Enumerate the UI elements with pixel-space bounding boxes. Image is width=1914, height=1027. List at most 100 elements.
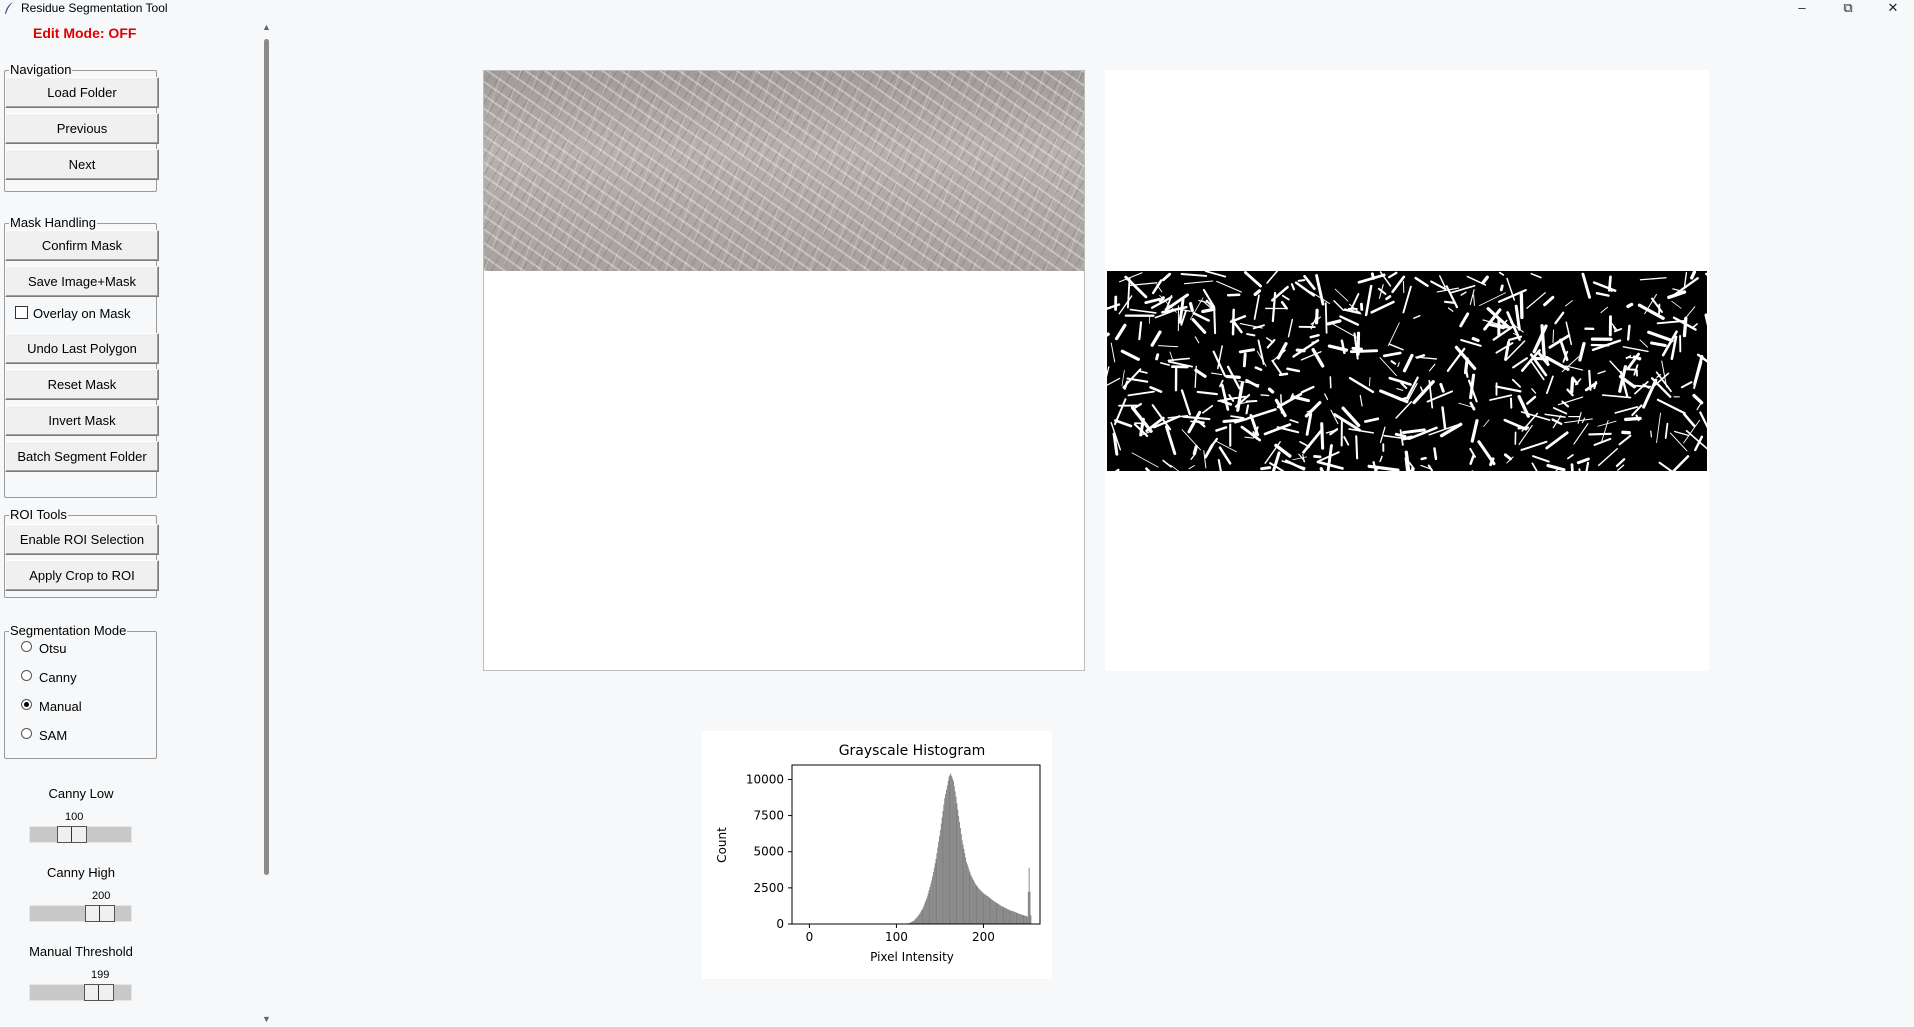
canny-low-slider-thumb[interactable]: [57, 826, 87, 843]
histogram-bar: [980, 891, 982, 924]
histogram-chart: Grayscale Histogram Pixel Intensity Coun…: [715, 743, 1041, 964]
mask-handling-group-title: Mask Handling: [9, 215, 97, 231]
histogram-bar: [1006, 908, 1008, 924]
histogram-bar: [992, 900, 994, 924]
histogram-bar: [1000, 905, 1002, 924]
canny-low-slider[interactable]: [29, 826, 132, 843]
confirm-mask-button[interactable]: Confirm Mask: [5, 230, 159, 261]
histogram-bar: [941, 817, 943, 924]
canny-high-slider-thumb[interactable]: [85, 905, 115, 922]
radio-button-selected-icon[interactable]: [21, 699, 32, 710]
histogram-bar: [984, 894, 986, 924]
radio-button-icon[interactable]: [21, 670, 32, 681]
x-tick-label: 100: [885, 930, 908, 944]
histogram-bar: [1003, 907, 1005, 924]
histogram-bar: [981, 891, 983, 924]
manual-threshold-slider[interactable]: [29, 984, 132, 1001]
segmentation-mode-group-title: Segmentation Mode: [9, 623, 128, 639]
y-axis-label: Count: [715, 827, 729, 863]
radio-otsu[interactable]: Otsu: [21, 641, 66, 656]
histogram-bar: [999, 905, 1001, 924]
y-tick-label: 0: [776, 917, 784, 931]
histogram-bar: [932, 871, 934, 924]
histogram-bar: [1017, 913, 1019, 924]
invert-mask-button[interactable]: Invert Mask: [5, 405, 159, 436]
radio-manual[interactable]: Manual: [21, 699, 82, 714]
radio-canny[interactable]: Canny: [21, 670, 77, 685]
apply-crop-to-roi-button[interactable]: Apply Crop to ROI: [5, 560, 159, 591]
histogram-bar: [1009, 910, 1011, 924]
histogram-bar: [1004, 907, 1006, 924]
histogram-bar: [948, 776, 950, 924]
histogram-bar: [1024, 915, 1026, 924]
previous-button[interactable]: Previous: [5, 113, 159, 144]
histogram-bar: [1002, 906, 1004, 924]
next-button[interactable]: Next: [5, 149, 159, 180]
histogram-bar: [929, 886, 931, 924]
histogram-bar: [1006, 908, 1007, 924]
y-tick-label: 5000: [753, 845, 784, 859]
histogram-bar: [964, 853, 966, 924]
histogram-bar: [910, 922, 912, 924]
close-icon[interactable]: ✕: [1887, 0, 1899, 15]
navigation-group: Navigation Load Folder Previous Next: [4, 62, 159, 192]
batch-segment-folder-button[interactable]: Batch Segment Folder: [5, 441, 159, 472]
histogram-bar: [938, 841, 940, 924]
mask-canvas[interactable]: [1105, 70, 1709, 671]
radio-otsu-label: Otsu: [39, 641, 67, 656]
histogram-bar: [982, 892, 984, 924]
histogram-bar: [977, 886, 979, 924]
overlay-on-mask-checkbox[interactable]: Overlay on Mask: [15, 306, 131, 321]
histogram-bar: [1005, 908, 1007, 924]
histogram-bar: [953, 786, 955, 924]
radio-manual-label: Manual: [39, 699, 82, 714]
minimize-icon[interactable]: –: [1798, 0, 1806, 15]
histogram-bar: [988, 897, 990, 924]
histogram-bar: [963, 848, 965, 924]
histogram-bar: [974, 883, 976, 924]
overlay-on-mask-label: Overlay on Mask: [33, 306, 131, 321]
histogram-bar: [1010, 910, 1012, 924]
restore-icon[interactable]: ⧉: [1843, 0, 1853, 15]
reset-mask-button[interactable]: Reset Mask: [5, 369, 159, 400]
histogram-bar: [939, 835, 940, 924]
navigation-group-title: Navigation: [9, 62, 73, 78]
control-panel-scrollbar[interactable]: ▲ ▼: [261, 17, 273, 1027]
histogram-bar: [933, 867, 935, 924]
histogram-bar: [1026, 916, 1028, 924]
histogram-bar: [1013, 911, 1015, 924]
histogram-bar: [912, 921, 913, 924]
scrollbar-thumb[interactable]: [264, 39, 269, 875]
histogram-bar: [945, 793, 947, 924]
histogram-bar: [998, 904, 1000, 924]
enable-roi-selection-button[interactable]: Enable ROI Selection: [5, 524, 159, 555]
control-panel: Edit Mode: OFF Navigation Load Folder Pr…: [0, 17, 262, 1027]
histogram-bar: [957, 809, 959, 924]
histogram-bar: [924, 903, 926, 924]
histogram-bar: [978, 888, 980, 924]
histogram-bar: [942, 810, 944, 924]
image-canvas[interactable]: [483, 70, 1085, 671]
radio-button-icon[interactable]: [21, 641, 32, 652]
y-tick-label: 10000: [746, 772, 784, 786]
radio-button-icon[interactable]: [21, 728, 32, 739]
save-image-mask-button[interactable]: Save Image+Mask: [5, 266, 159, 297]
manual-threshold-slider-thumb[interactable]: [84, 984, 114, 1001]
checkbox-box[interactable]: [15, 306, 28, 319]
histogram-bar: [990, 898, 992, 924]
x-tick-label: 200: [972, 930, 995, 944]
histogram-bar: [965, 857, 967, 924]
histogram-bar: [917, 916, 919, 924]
canny-high-slider[interactable]: [29, 905, 132, 922]
scroll-down-icon[interactable]: ▼: [262, 1014, 271, 1024]
histogram-bar: [937, 847, 939, 924]
canny-high-label: Canny High: [47, 865, 115, 880]
scroll-up-icon[interactable]: ▲: [262, 22, 271, 32]
histogram-bar: [1016, 912, 1018, 924]
histogram-bar: [976, 885, 978, 924]
load-folder-button[interactable]: Load Folder: [5, 77, 159, 108]
histogram-bar: [1026, 916, 1027, 924]
histogram-bar: [932, 876, 933, 924]
undo-last-polygon-button[interactable]: Undo Last Polygon: [5, 333, 159, 364]
radio-sam[interactable]: SAM: [21, 728, 67, 743]
